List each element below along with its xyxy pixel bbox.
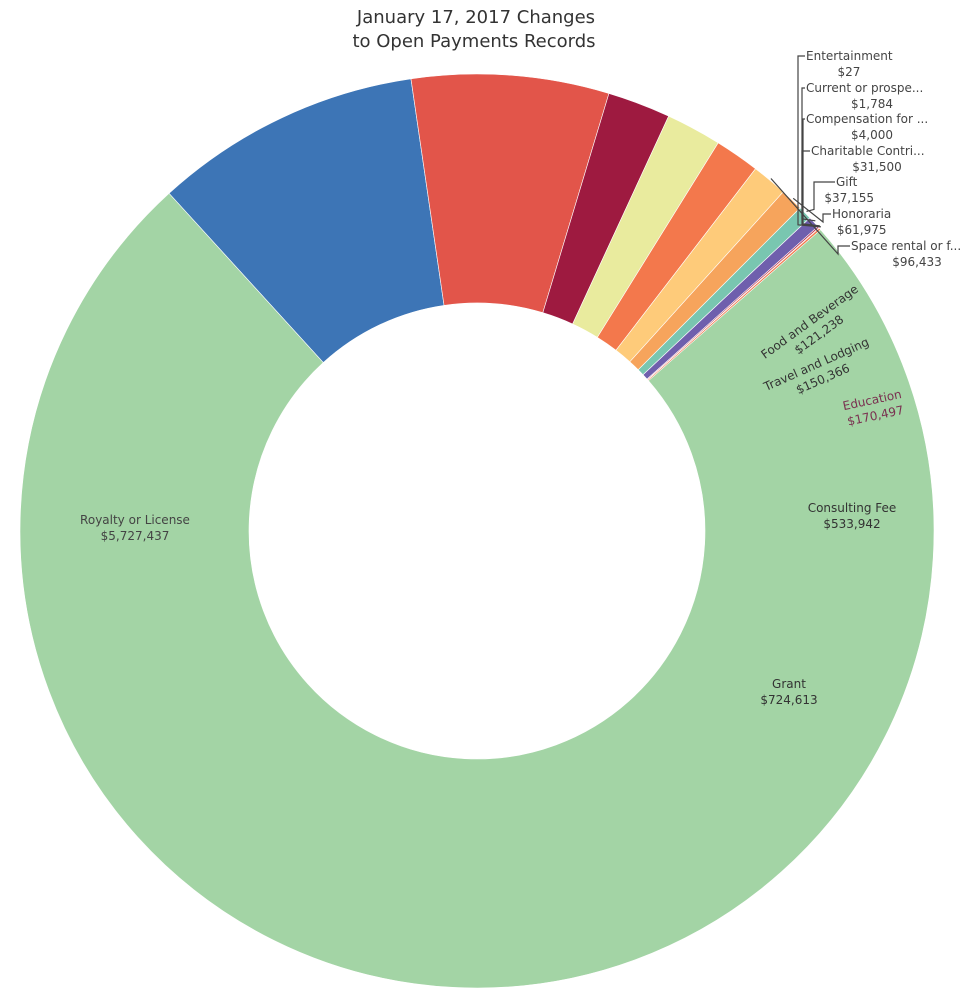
slice-entertainment[interactable] [647, 227, 822, 382]
slice-royalty-or-license[interactable] [19, 192, 935, 989]
leader-line-charitable-contribution [801, 150, 816, 222]
label-charitable-contribution: Charitable Contri... [811, 144, 925, 158]
value-royalty-or-license: $5,727,437 [101, 529, 170, 543]
value-grant: $724,613 [760, 693, 817, 707]
value-space-rental-or-facility-fees: $96,433 [892, 255, 942, 269]
value-honoraria: $61,975 [837, 223, 887, 237]
label-grant: Grant [772, 677, 806, 691]
value-entertainment: $27 [837, 65, 860, 79]
value-compensation-for-services: $4,000 [851, 128, 893, 142]
value-gift: $37,155 [824, 191, 874, 205]
slices-group [19, 73, 935, 989]
label-space-rental-or-facility-fees: Space rental or f... [851, 239, 961, 253]
label-gift: Gift [836, 175, 858, 189]
value-consulting-fee: $533,942 [823, 517, 880, 531]
leader-line-space-rental-or-facility-fees [770, 178, 850, 256]
label-entertainment: Entertainment [806, 49, 893, 63]
label-current-or-prospective-ownership: Current or prospe... [806, 81, 923, 95]
label-honoraria: Honoraria [832, 207, 891, 221]
value-current-or-prospective-ownership: $1,784 [851, 97, 893, 111]
label-royalty-or-license: Royalty or License [80, 513, 190, 527]
label-compensation-for-services: Compensation for ... [806, 112, 928, 126]
chart-title-line-1: January 17, 2017 Changes [356, 7, 595, 28]
label-consulting-fee: Consulting Fee [808, 501, 897, 515]
leader-line-honoraria [792, 197, 831, 224]
slice-grant[interactable] [168, 78, 445, 363]
chart-title-line-2: to Open Payments Records [352, 31, 595, 52]
value-charitable-contribution: $31,500 [852, 160, 902, 174]
leader-line-gift [806, 181, 835, 213]
